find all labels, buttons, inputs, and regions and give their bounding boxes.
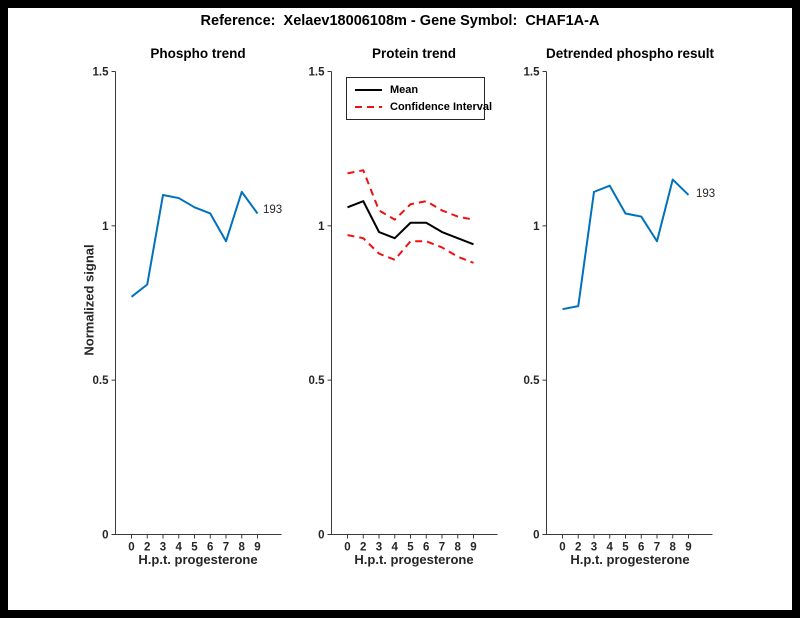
subplot3-title: Detrended phospho result xyxy=(545,46,714,61)
y-axis-label: Normalized signal xyxy=(81,244,97,356)
legend-label-mean: Mean xyxy=(390,84,419,96)
legend-item-mean: Mean xyxy=(355,83,484,97)
legend-label-confidence-interval: Confidence Interval xyxy=(390,101,493,113)
subplot3-series-annotation: 193 xyxy=(696,188,716,200)
subplot1-series-annotation: 193 xyxy=(263,204,283,216)
subplot1-x-axis-label: H.p.t. progesterone xyxy=(138,552,258,567)
subplot2-title: Protein trend xyxy=(371,46,456,61)
subplot3-x-axis-label: H.p.t. progesterone xyxy=(570,552,690,567)
legend: Mean Confidence Interval xyxy=(346,77,492,120)
subplot2-x-axis-label: H.p.t. progesterone xyxy=(354,552,474,567)
figure-title: Reference: Xelaev18006108m - Gene Symbol… xyxy=(200,13,600,29)
mean-line-swatch-icon xyxy=(355,89,382,91)
confidence-interval-line-swatch-icon xyxy=(355,106,382,108)
subplot1-title: Phospho trend xyxy=(150,46,246,61)
legend-item-confidence-interval: Confidence Interval xyxy=(355,100,492,114)
